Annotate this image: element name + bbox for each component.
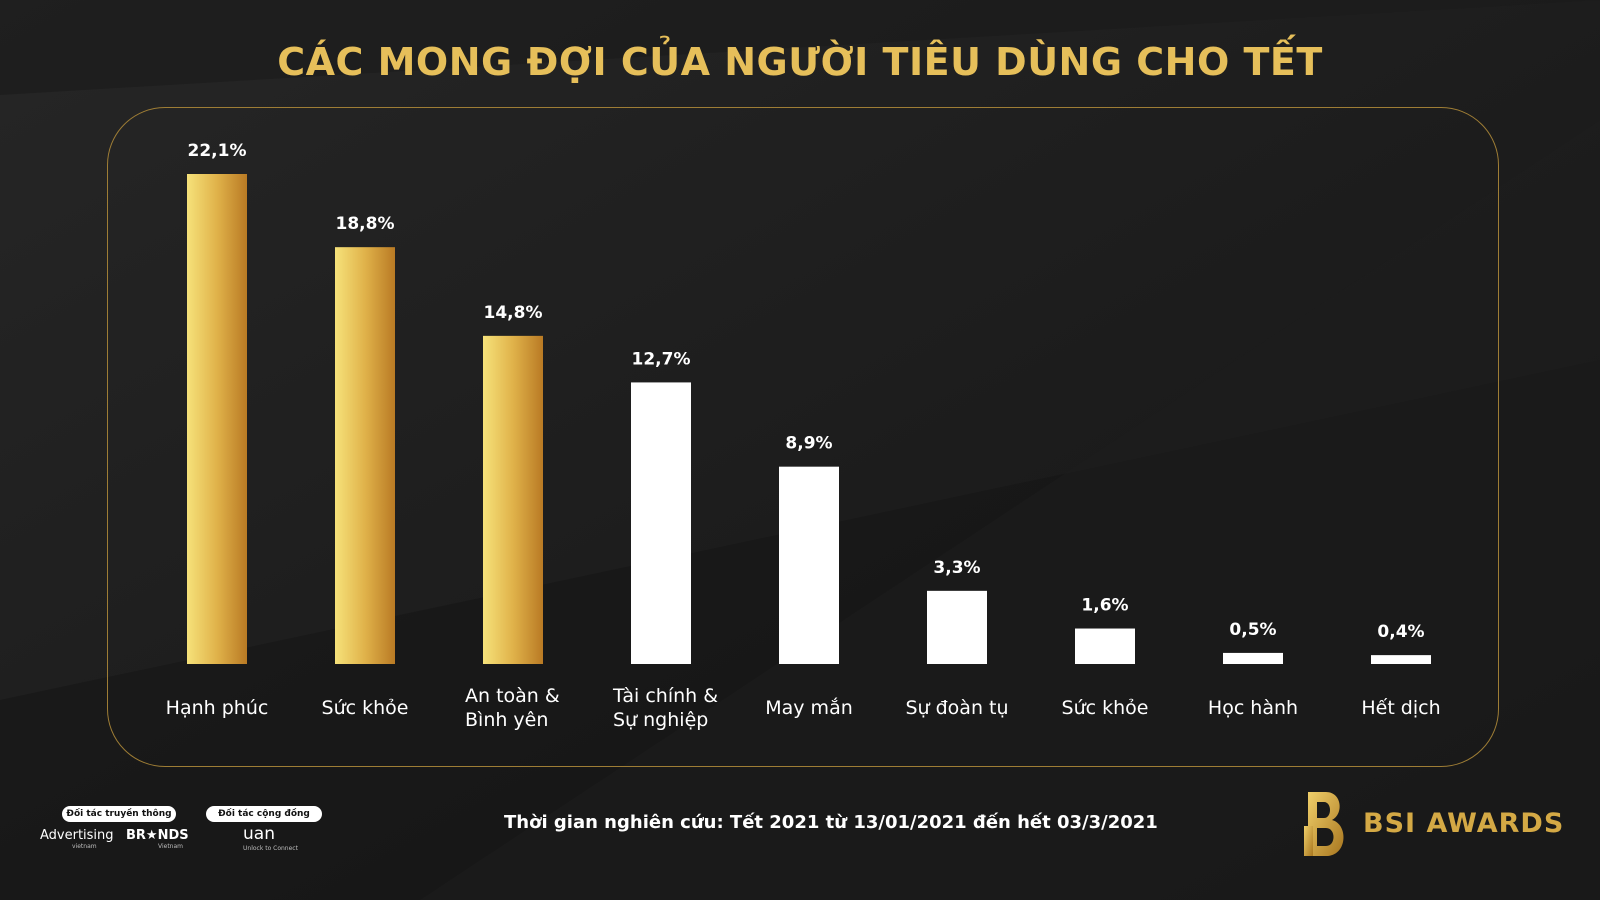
bsi-awards-wordmark: BSI AWARDS — [1363, 808, 1565, 839]
page-title: CÁC MONG ĐỢI CỦA NGƯỜI TIÊU DÙNG CHO TẾT — [277, 40, 1323, 84]
category-label-8: Học hành — [1208, 697, 1298, 719]
category-label-5: May mắn — [765, 696, 853, 719]
bar-8 — [1223, 652, 1283, 664]
category-label-4: Tài chính & Sự nghiệp — [612, 685, 718, 731]
community-partner-badge: Đối tác cộng đồng — [206, 806, 322, 822]
category-label-3: An toàn & Bình yên — [465, 685, 560, 731]
media-partner-badge: Đối tác truyền thông — [62, 806, 176, 822]
bar-3 — [483, 335, 543, 664]
value-label-1: 22,1% — [188, 141, 247, 161]
value-label-4: 12,7% — [632, 349, 691, 369]
brands-vietnam-logo: BR★NDS — [126, 828, 189, 843]
chart-frame — [107, 107, 1499, 767]
value-label-6: 3,3% — [933, 558, 980, 578]
value-label-8: 0,5% — [1229, 620, 1276, 640]
category-label-6: Sự đoàn tụ — [905, 697, 1008, 719]
category-label-1: Hạnh phúc — [166, 697, 269, 719]
value-label-7: 1,6% — [1081, 596, 1128, 616]
research-period-note: Thời gian nghiên cứu: Tết 2021 từ 13/01/… — [504, 812, 1158, 833]
bar-4 — [631, 382, 691, 664]
value-label-9: 0,4% — [1377, 622, 1424, 642]
advertising-vietnam-logo: Advertising — [40, 828, 114, 843]
brands-vietnam-sub: Vietnam — [158, 843, 184, 850]
value-label-2: 18,8% — [336, 214, 395, 234]
value-label-5: 8,9% — [785, 434, 832, 454]
bar-2 — [335, 247, 395, 664]
bar-7 — [1075, 628, 1135, 664]
bar-1 — [187, 174, 247, 664]
advertising-vietnam-sub: vietnam — [72, 843, 97, 850]
bar-9 — [1371, 655, 1431, 664]
category-label-2: Sức khỏe — [322, 697, 409, 719]
bsi-logo-icon — [1304, 792, 1344, 856]
category-label-7: Sức khỏe — [1062, 697, 1149, 719]
uan-sub: Unlock to Connect — [243, 845, 298, 852]
value-label-3: 14,8% — [484, 303, 543, 323]
category-label-9: Hết dịch — [1361, 697, 1440, 719]
bar-5 — [779, 466, 839, 664]
bar-6 — [927, 590, 987, 664]
uan-logo: uan — [243, 824, 275, 844]
